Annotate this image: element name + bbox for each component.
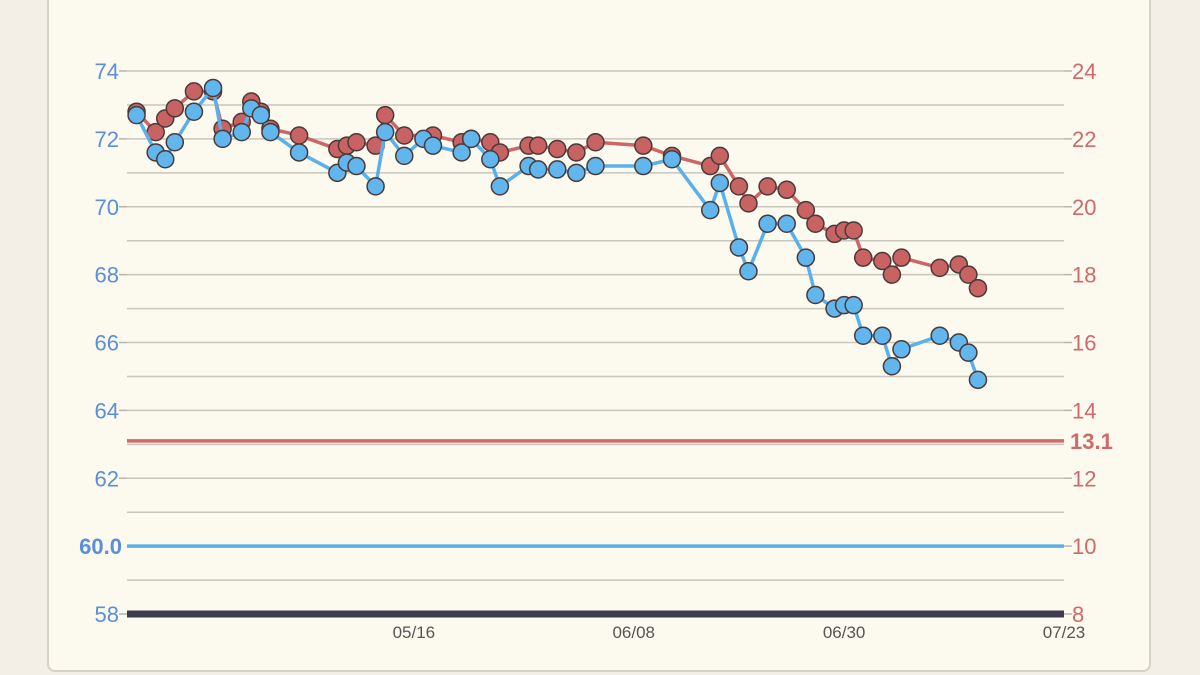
data-point-left	[853, 326, 873, 345]
data-point-left	[739, 261, 758, 281]
data-point-left	[930, 326, 949, 345]
data-point-right	[806, 214, 825, 233]
data-point-left	[634, 156, 653, 176]
data-point-right	[289, 126, 309, 145]
data-point-left	[567, 163, 586, 183]
data-point-left	[261, 122, 280, 142]
data-point-left	[375, 122, 395, 142]
data-point-left	[203, 78, 223, 98]
right-tick-label: 10	[1072, 534, 1096, 559]
data-point-left	[251, 105, 271, 125]
right-tick-label: 18	[1072, 263, 1096, 288]
data-point-left	[700, 200, 720, 220]
right-tick-label: 14	[1072, 398, 1096, 423]
left-tick-label: 72	[95, 127, 119, 152]
data-point-right	[873, 251, 892, 271]
x-tick-label: 05/16	[393, 623, 436, 642]
data-point-right	[165, 99, 185, 118]
data-point-left	[959, 343, 978, 362]
data-point-left	[548, 160, 567, 179]
data-point-left	[528, 160, 548, 179]
right-reference-label: 13.1	[1070, 429, 1113, 454]
data-point-left	[461, 129, 481, 149]
data-point-left	[873, 326, 892, 345]
data-point-right	[184, 82, 204, 101]
data-point-right	[528, 136, 548, 155]
data-point-right	[796, 200, 816, 220]
data-point-left	[490, 177, 510, 196]
right-tick-label: 12	[1072, 466, 1096, 491]
data-point-right	[375, 105, 395, 125]
data-point-left	[289, 143, 309, 162]
data-point-left	[366, 177, 385, 196]
data-point-left	[586, 156, 605, 176]
data-point-right	[758, 177, 777, 196]
data-point-left	[806, 285, 825, 305]
left-tick-label: 58	[95, 602, 119, 627]
data-point-right	[729, 177, 749, 196]
chart-card: 58 62 64 66 68 70 72 74 60.0 8 10 12 14 16 18 20 22 24 13.…	[47, 0, 1151, 672]
data-point-right	[347, 133, 366, 152]
data-point-right	[548, 139, 567, 159]
data-point-right	[395, 126, 414, 145]
left-tick-label: 74	[95, 59, 119, 84]
data-point-left	[395, 146, 414, 166]
series-left	[127, 78, 988, 390]
right-tick-label: 22	[1072, 127, 1096, 152]
right-tick-label: 8	[1072, 602, 1084, 627]
data-point-left	[213, 129, 232, 149]
data-point-left	[452, 143, 471, 162]
data-point-left	[777, 214, 796, 233]
data-point-right	[882, 265, 902, 284]
x-tick-label: 06/08	[612, 623, 655, 642]
data-point-left	[662, 149, 682, 169]
data-point-right	[892, 248, 911, 267]
dual-axis-line-chart: 58 62 64 66 68 70 72 74 60.0 8 10 12 14 16 18 20 22 24 13.…	[79, 59, 1113, 642]
data-point-left	[729, 238, 749, 257]
left-tick-label: 66	[95, 331, 119, 356]
left-tick-label: 70	[95, 195, 119, 220]
data-point-left	[481, 149, 500, 169]
data-point-right	[567, 143, 586, 162]
data-point-left	[165, 133, 185, 152]
data-point-right	[959, 265, 978, 284]
x-tick-label: 06/30	[823, 623, 866, 642]
x-tick-label: 07/23	[1043, 623, 1086, 642]
data-point-right	[930, 258, 949, 278]
data-point-left	[232, 122, 251, 142]
left-reference-label: 60.0	[79, 534, 122, 559]
data-point-left	[184, 102, 204, 121]
right-tick-label: 24	[1072, 59, 1096, 84]
data-point-left	[968, 370, 988, 390]
right-tick-label: 20	[1072, 195, 1096, 220]
data-point-left	[155, 149, 175, 169]
left-tick-label: 64	[95, 398, 119, 423]
data-point-right	[739, 194, 758, 213]
left-tick-label: 62	[95, 466, 119, 491]
data-point-right	[634, 136, 653, 155]
left-tick-label: 68	[95, 263, 119, 288]
data-point-left	[347, 156, 366, 176]
data-point-right	[586, 133, 605, 152]
data-point-left	[423, 136, 443, 155]
data-point-right	[777, 180, 796, 200]
data-point-right	[968, 278, 988, 298]
right-tick-label: 16	[1072, 331, 1096, 356]
data-point-left	[796, 248, 816, 267]
data-point-left	[758, 214, 777, 233]
data-point-left	[882, 357, 902, 376]
data-point-right	[844, 221, 863, 240]
data-point-right	[853, 248, 873, 267]
data-point-left	[844, 295, 863, 315]
data-point-left	[710, 173, 730, 193]
data-point-right	[710, 146, 730, 166]
data-point-left	[892, 340, 911, 359]
data-point-left	[127, 105, 146, 125]
